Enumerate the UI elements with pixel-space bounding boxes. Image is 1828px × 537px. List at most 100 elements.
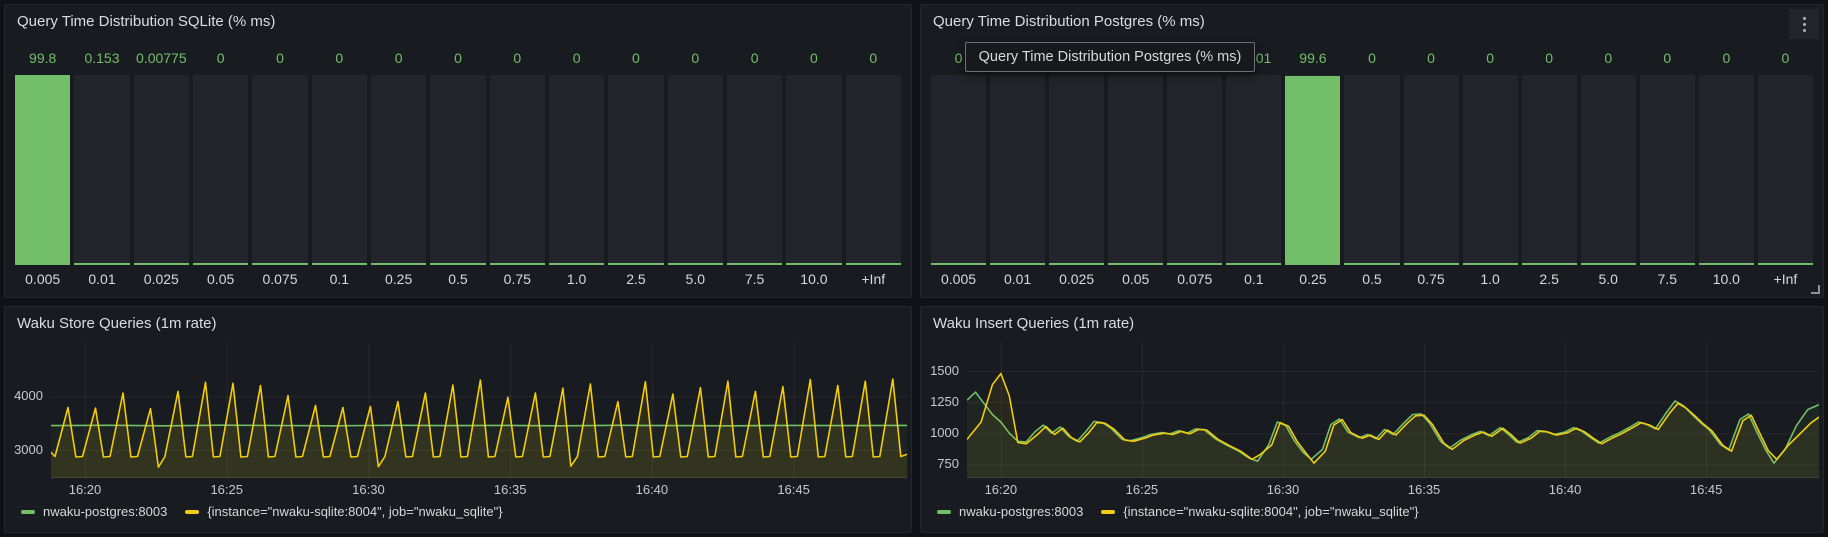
bar-track	[726, 75, 783, 265]
bar-track	[311, 75, 367, 265]
bar-fill	[845, 263, 901, 265]
bar-track	[489, 75, 545, 265]
bar-value-label: 0	[276, 50, 284, 66]
bar-bucket-label: 1.0	[1480, 271, 1500, 287]
series-area	[967, 373, 1819, 478]
bar-track	[786, 75, 842, 265]
bar-column: 0 0.5	[1344, 49, 1400, 291]
bar-track	[133, 75, 189, 265]
bar-track	[990, 75, 1046, 265]
bar-fill	[1521, 263, 1577, 265]
bar-fill	[1757, 263, 1813, 265]
bar-value-label: 0	[1427, 50, 1435, 66]
bar-value-label: 99.6	[1299, 50, 1327, 66]
bar-value-label: 0	[691, 50, 700, 66]
bar-fill	[1167, 263, 1223, 265]
bar-bucket-label: 0.25	[385, 271, 413, 287]
bar-track	[15, 75, 71, 265]
panel-title-postgres[interactable]: Query Time Distribution Postgres (% ms)	[933, 13, 1205, 30]
bar-fill	[74, 263, 130, 265]
x-axis-tick-label: 16:25	[1125, 482, 1159, 497]
bar-fill	[311, 263, 367, 265]
series-line	[967, 372, 1819, 464]
bar-fill	[192, 263, 249, 265]
bar-fill	[1403, 263, 1459, 265]
bar-column: 0 0.75	[489, 49, 545, 291]
y-axis-tick-label: 4000	[14, 388, 43, 404]
bar-fill	[726, 263, 783, 265]
bar-track	[845, 75, 901, 265]
x-axis-tick-label: 16:30	[1266, 482, 1300, 497]
legend-series-label[interactable]: {instance="nwaku-sqlite:8004", job="nwak…	[1123, 504, 1419, 519]
bar-bucket-label: 0.1	[329, 271, 350, 287]
bar-fill	[667, 263, 723, 265]
bar-track	[1698, 75, 1754, 265]
bar-value-label: 0	[810, 50, 818, 66]
bar-bucket-label: 0.025	[1059, 271, 1095, 287]
x-axis-tick-label: 16:35	[1407, 482, 1441, 497]
panel-title-store[interactable]: Waku Store Queries (1m rate)	[17, 315, 217, 332]
bar-bucket-label: +Inf	[861, 271, 886, 287]
panel-menu-kebab-icon[interactable]	[1789, 9, 1819, 39]
y-axis-tick-label: 1250	[930, 394, 959, 410]
bar-value-label: 0	[954, 50, 963, 66]
panel-title-insert[interactable]: Waku Insert Queries (1m rate)	[933, 315, 1135, 332]
y-axis-tick-label: 3000	[14, 442, 43, 458]
bar-bucket-label: 0.5	[1362, 271, 1382, 287]
bar-track	[1108, 75, 1164, 265]
bar-fill	[1108, 263, 1164, 265]
bar-column: 0.00775 0.025	[133, 49, 189, 291]
bar-value-label: 0	[632, 50, 640, 66]
legend-series-label[interactable]: nwaku-postgres:8003	[43, 504, 168, 519]
y-axis-tick-label: 1000	[930, 425, 959, 441]
bar-track	[1167, 75, 1223, 265]
bar-column: 0.153 0.01	[74, 49, 130, 291]
bar-value-label: 0.00775	[136, 50, 187, 66]
bar-track	[1344, 75, 1400, 265]
bar-bucket-label: 0.05	[207, 271, 235, 287]
bar-column: 0 2.5	[608, 49, 664, 291]
bar-fill	[1049, 263, 1105, 265]
bar-bucket-label: 2.5	[626, 271, 646, 287]
bar-value-label: 0	[1545, 50, 1554, 66]
panel-query-time-sqlite: Query Time Distribution SQLite (% ms) 99…	[4, 4, 912, 298]
bar-bucket-label: 0.075	[1177, 271, 1213, 287]
legend-item[interactable]: nwaku-postgres:8003	[21, 504, 167, 519]
bar-value-label: 0.153	[84, 50, 120, 66]
bar-fill	[990, 263, 1046, 265]
bar-bucket-label: 10.0	[800, 271, 828, 287]
bar-column: 0 7.5	[726, 49, 783, 291]
bar-bucket-label: 0.075	[262, 271, 298, 287]
bar-fill	[133, 263, 189, 265]
panel-title-sqlite[interactable]: Query Time Distribution SQLite (% ms)	[17, 13, 276, 30]
legend-item[interactable]: {instance="nwaku-sqlite:8004", job="nwak…	[1101, 504, 1419, 519]
bar-bucket-label: 0.005	[25, 271, 61, 287]
bar-track	[1285, 75, 1341, 265]
x-axis-tick-label: 16:40	[635, 482, 669, 497]
bar-column: 0 7.5	[1639, 49, 1695, 291]
legend-item[interactable]: nwaku-postgres:8003	[937, 504, 1083, 519]
x-axis-tick-label: 16:35	[493, 482, 527, 497]
bar-bucket-label: 10.0	[1712, 271, 1740, 287]
bar-column: 0 1.0	[548, 49, 605, 291]
series-area	[51, 425, 907, 478]
legend-item[interactable]: {instance="nwaku-sqlite:8004", job="nwak…	[185, 504, 503, 519]
series-line	[51, 378, 907, 468]
legend-series-label[interactable]: {instance="nwaku-sqlite:8004", job="nwak…	[207, 504, 503, 519]
bar-track	[1521, 75, 1577, 265]
bar-value-label: 0	[869, 50, 878, 66]
bar-column: 00.01	[990, 49, 1046, 291]
legend-series-swatch-icon	[21, 509, 35, 514]
bar-value-label: 0	[1781, 50, 1790, 66]
legend-series-swatch-icon	[185, 509, 200, 514]
bar-bucket-label: +Inf	[1773, 271, 1798, 287]
panel-resize-handle[interactable]	[1811, 285, 1820, 294]
bar-bucket-label: 0.01	[88, 271, 116, 287]
x-axis-tick-label: 16:25	[210, 482, 243, 497]
legend-series-label[interactable]: nwaku-postgres:8003	[959, 504, 1084, 519]
bar-column: 0 10.0	[1698, 49, 1754, 291]
panel-query-time-postgres: Query Time Distribution Postgres (% ms) …	[920, 4, 1824, 298]
bar-value-label: 0	[454, 50, 462, 66]
